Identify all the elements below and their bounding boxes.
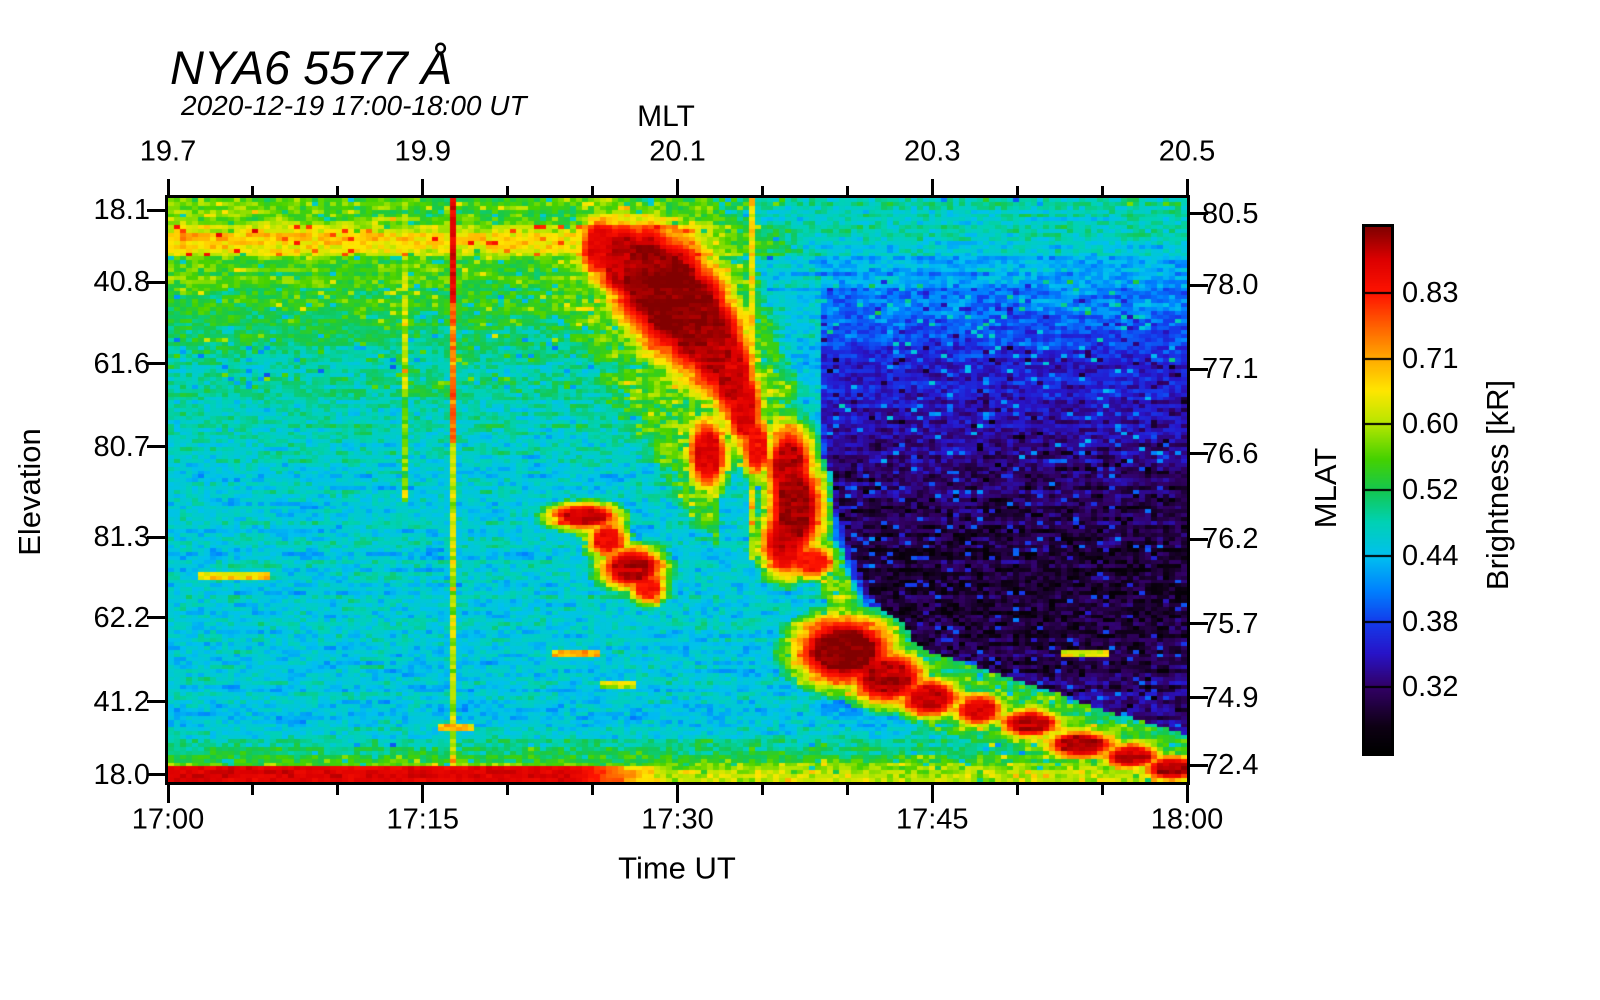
top-tick-label: 20.5 [1158, 135, 1216, 168]
tick-mark [506, 186, 510, 195]
tick-mark [845, 186, 849, 195]
tick-mark [166, 785, 170, 803]
left-tick-label: 41.2 [93, 685, 150, 718]
right-tick-label: 74.9 [1202, 681, 1259, 714]
right-tick-label: 76.2 [1202, 523, 1259, 556]
tick-mark [147, 362, 165, 366]
tick-mark [147, 280, 165, 284]
left-tick-label: 81.3 [93, 521, 150, 554]
tick-mark [1015, 186, 1019, 195]
tick-mark [147, 208, 165, 212]
bottom-tick-label: 17:30 [641, 803, 714, 836]
top-tick-label: 20.1 [649, 135, 706, 168]
left-tick-label: 18.1 [93, 194, 150, 227]
right-tick-label: 72.4 [1202, 749, 1259, 782]
tick-mark [676, 785, 679, 803]
tick-mark [1190, 537, 1208, 541]
tick-mark [147, 535, 165, 539]
top-tick-label: 20.3 [904, 135, 961, 168]
tick-mark [1190, 763, 1208, 767]
tick-mark [147, 773, 165, 777]
tick-mark [760, 785, 764, 795]
heatmap-canvas [168, 198, 1187, 782]
right-tick-label: 75.7 [1202, 607, 1259, 640]
bottom-axis-label: Time UT [618, 850, 736, 886]
colorbar-tick-label: 0.52 [1402, 474, 1459, 506]
tick-mark [760, 186, 764, 195]
left-tick-label: 62.2 [93, 601, 150, 634]
top-tick-label: 19.7 [139, 135, 197, 168]
right-tick-label: 77.1 [1202, 353, 1259, 386]
right-axis-label: MLAT [1308, 447, 1343, 529]
tick-mark [930, 179, 934, 195]
left-tick-label: 40.8 [93, 266, 150, 299]
bottom-tick-label: 17:45 [895, 803, 969, 836]
plot-title: NYA6 5577 Å [170, 41, 453, 94]
bottom-tick-label: 18:00 [1150, 803, 1224, 836]
colorbar-tick-label: 0.60 [1402, 408, 1459, 441]
tick-mark [1190, 367, 1208, 371]
top-tick-label: 19.9 [394, 135, 451, 168]
colorbar-frame [1362, 224, 1394, 756]
tick-mark [251, 785, 255, 795]
left-tick-label: 18.0 [93, 758, 150, 791]
plot-subtitle: 2020-12-19 17:00-18:00 UT [181, 90, 527, 121]
tick-mark [336, 186, 340, 195]
tick-mark [147, 700, 165, 704]
tick-mark [1190, 283, 1208, 287]
tick-mark [1015, 785, 1019, 795]
tick-mark [1185, 179, 1189, 195]
colorbar-tick-label: 0.32 [1402, 671, 1459, 704]
bottom-tick-label: 17:00 [131, 803, 205, 836]
tick-mark [1190, 452, 1208, 456]
right-tick-label: 78.0 [1202, 269, 1259, 302]
tick-mark [336, 785, 340, 795]
tick-mark [676, 179, 679, 195]
colorbar-tick-label: 0.83 [1402, 276, 1459, 309]
colorbar-canvas [1365, 227, 1391, 753]
colorbar-axis-label: Brightness [kR] [1480, 379, 1515, 591]
tick-mark [1100, 785, 1104, 795]
colorbar-tick-label: 0.38 [1402, 605, 1459, 638]
left-tick-label: 80.7 [93, 430, 150, 463]
colorbar-tick-label: 0.44 [1402, 539, 1459, 572]
tick-mark [1190, 696, 1208, 700]
tick-mark [166, 179, 170, 195]
tick-mark [930, 785, 934, 803]
left-tick-label: 61.6 [93, 347, 150, 380]
tick-mark [251, 186, 255, 195]
tick-mark [147, 616, 165, 620]
right-tick-label: 80.5 [1202, 197, 1259, 230]
tick-mark [1185, 785, 1189, 803]
top-axis-label: MLT [637, 100, 695, 133]
tick-mark [421, 785, 425, 803]
bottom-tick-label: 17:15 [386, 803, 460, 836]
right-tick-label: 76.6 [1202, 437, 1259, 470]
tick-mark [591, 186, 595, 195]
tick-mark [147, 445, 165, 449]
tick-mark [1190, 212, 1208, 216]
plot-frame [165, 195, 1190, 785]
tick-mark [506, 785, 510, 795]
colorbar-tick-label: 0.71 [1402, 342, 1459, 375]
tick-mark [1100, 186, 1104, 195]
tick-mark [591, 785, 595, 795]
tick-mark [421, 179, 425, 195]
tick-mark [1190, 622, 1208, 626]
tick-mark [845, 785, 849, 795]
